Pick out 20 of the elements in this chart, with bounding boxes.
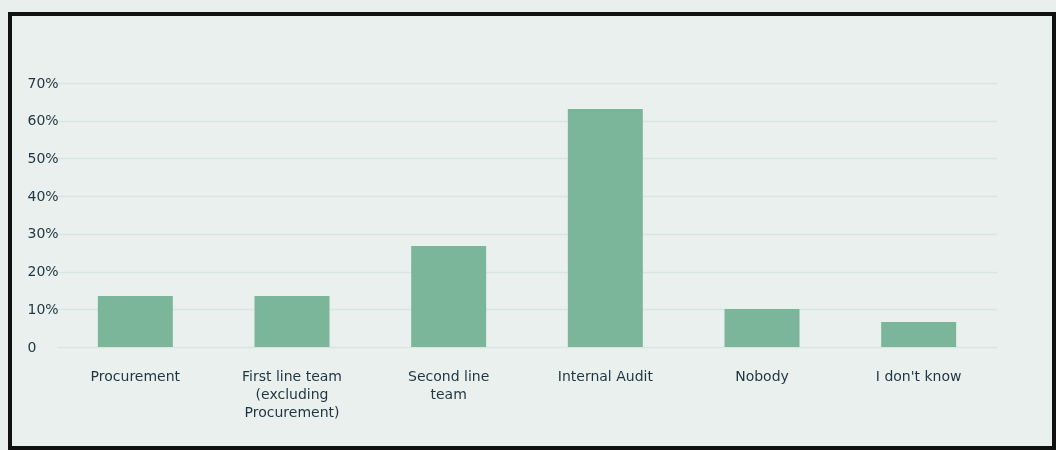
bar [411, 245, 487, 347]
y-tick-label: 70% [27, 74, 59, 91]
bar [567, 109, 643, 347]
bar [97, 296, 173, 347]
x-tick-label: Nobody [735, 367, 789, 384]
y-tick-label: 0 [27, 338, 37, 355]
y-tick-label: 40% [27, 187, 59, 204]
bar [724, 308, 800, 347]
x-tick-label: Internal Audit [557, 367, 654, 384]
y-tick-label: 60% [27, 112, 59, 129]
y-tick-label: 30% [27, 225, 59, 242]
x-tick-label: First line team (excluding Procurement) [242, 367, 342, 420]
y-tick-label: 10% [27, 300, 59, 317]
x-tick-label: Second line team [408, 367, 490, 402]
y-tick-label: 50% [27, 149, 59, 166]
bar [254, 296, 330, 347]
y-tick-label: 20% [27, 263, 59, 280]
x-tick-label: I don't know [875, 367, 962, 384]
bar [881, 322, 957, 347]
x-tick-label: Procurement [90, 367, 181, 384]
